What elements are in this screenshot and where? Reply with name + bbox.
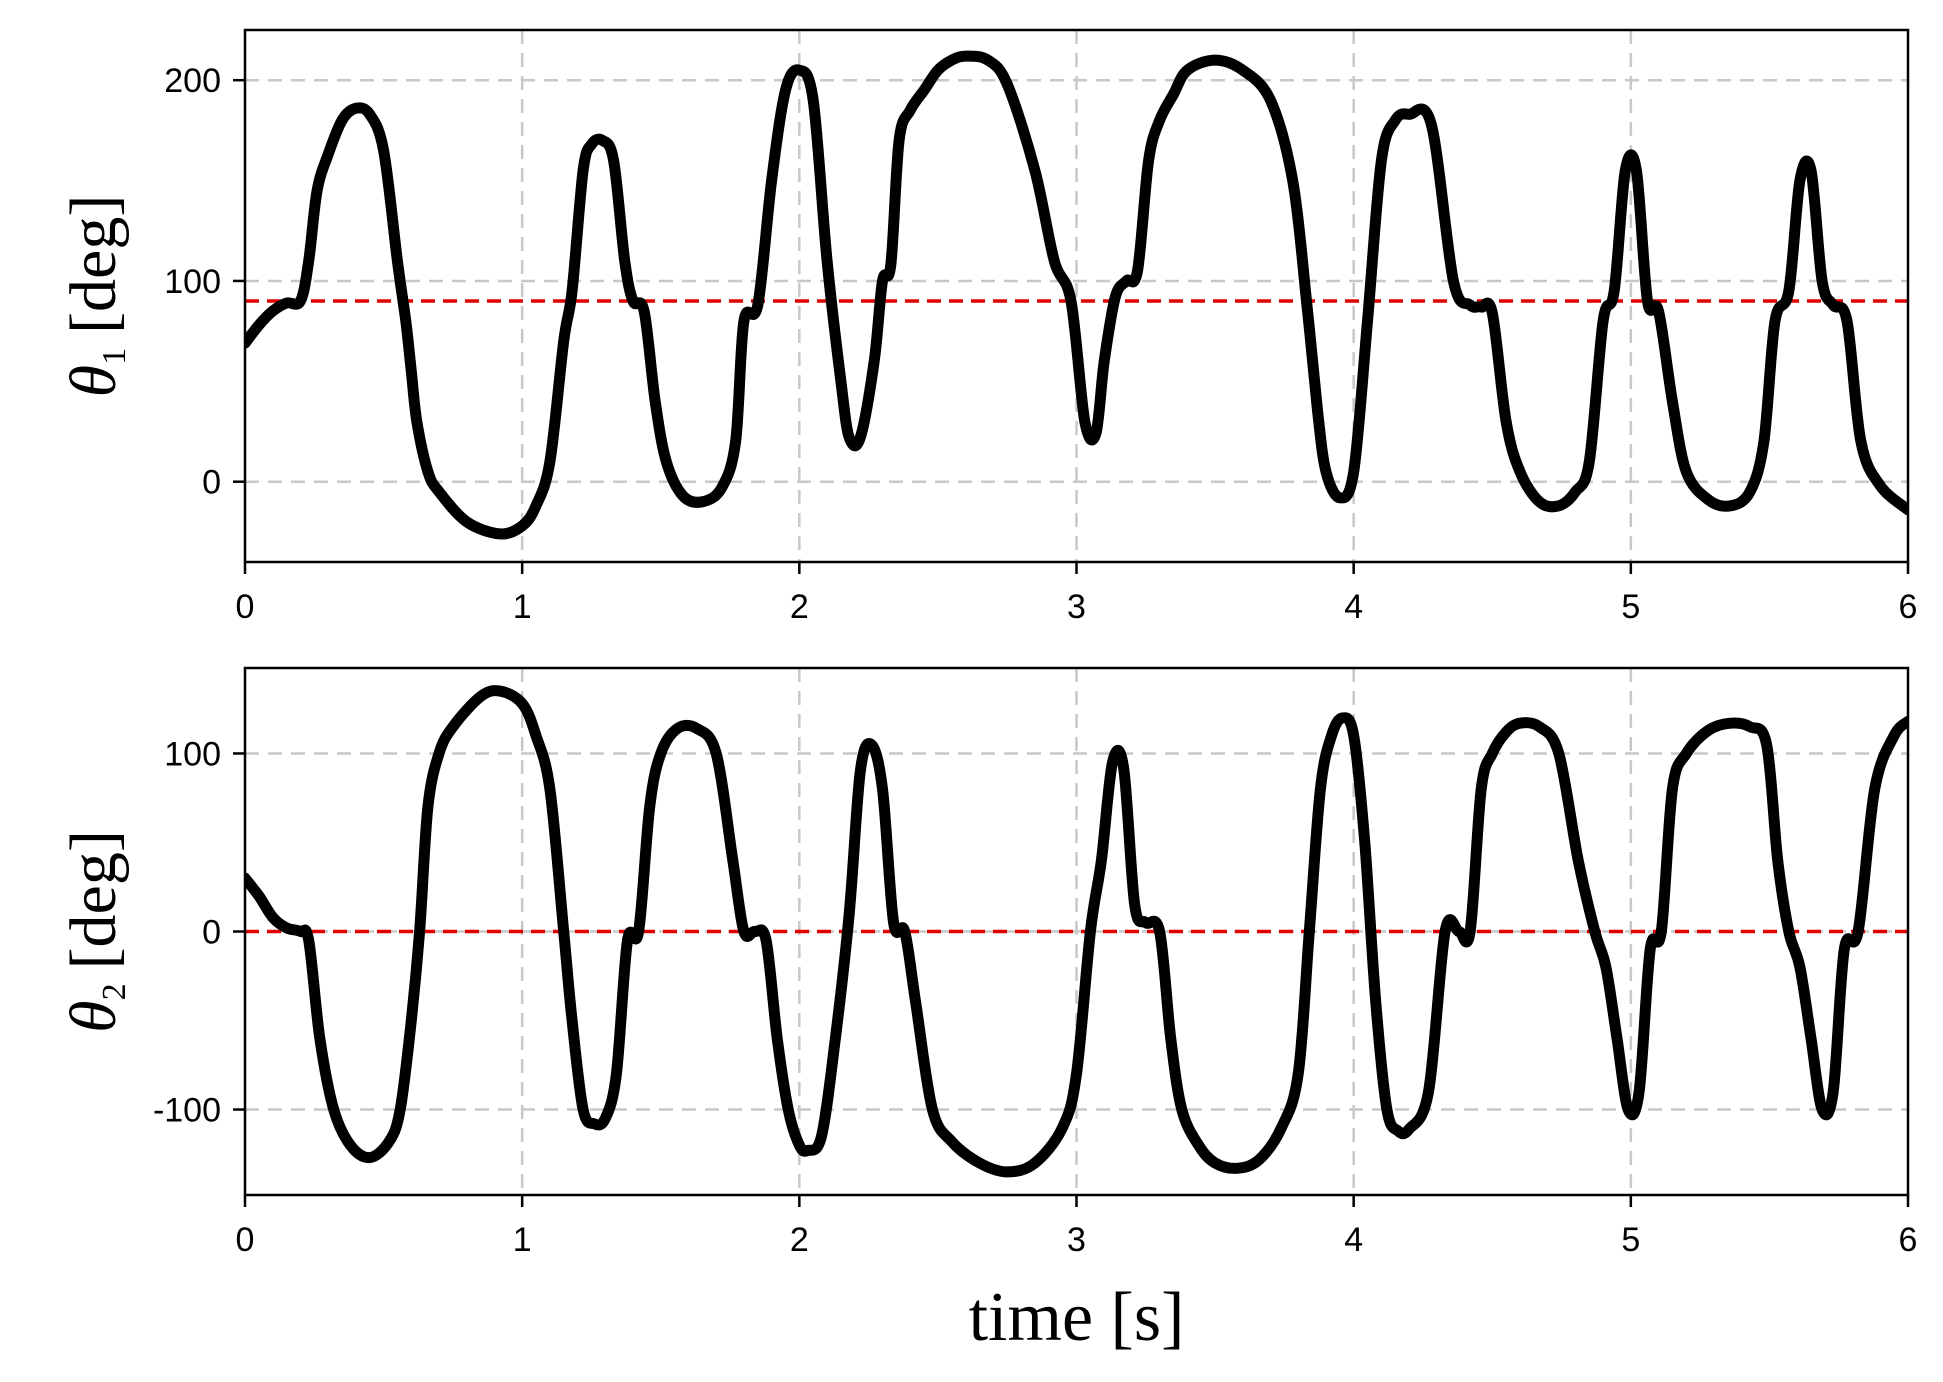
y-axis-symbol: θ (57, 365, 130, 397)
y-axis-units: [deg] (57, 830, 130, 969)
series-line-theta2 (245, 685, 1908, 1178)
x-tick-label: 5 (1621, 588, 1640, 626)
y-tick-label: 200 (164, 62, 221, 100)
x-tick-label: 0 (236, 588, 255, 626)
y-axis-subscript: 2 (96, 983, 133, 1000)
x-tick-label: 0 (236, 1221, 255, 1259)
series-line-theta1 (245, 50, 1908, 540)
y-axis-symbol: θ (57, 1000, 130, 1032)
x-tick-label: 2 (790, 588, 809, 626)
x-tick-label: 3 (1067, 1221, 1086, 1259)
x-tick-label: 3 (1067, 588, 1086, 626)
x-axis-label: time [s] (969, 1279, 1185, 1356)
x-tick-label: 6 (1899, 1221, 1918, 1259)
x-tick-label: 4 (1344, 1221, 1363, 1259)
x-tick-label: 1 (513, 588, 532, 626)
y-axis-subscript: 1 (96, 348, 133, 365)
y-tick-label: 100 (164, 735, 221, 773)
x-tick-label: 1 (513, 1221, 532, 1259)
y-axis-label: θ1 [deg] (57, 195, 133, 398)
tick-layer: 0 1 2 3 4 5 6 0 100 200 (164, 62, 1917, 626)
y-tick-label: 0 (202, 464, 221, 502)
y-axis-label: θ2 [deg] (57, 830, 133, 1033)
grid-layer (245, 30, 1908, 562)
y-tick-label: -100 (153, 1092, 221, 1130)
y-tick-label: 0 (202, 914, 221, 952)
x-tick-label: 6 (1899, 588, 1918, 626)
x-tick-label: 5 (1621, 1221, 1640, 1259)
y-tick-label: 100 (164, 263, 221, 301)
x-tick-label: 2 (790, 1221, 809, 1259)
x-tick-label: 4 (1344, 588, 1363, 626)
tick-layer: 0 1 2 3 4 5 6 -100 0 100 (153, 735, 1918, 1259)
y-axis-units: [deg] (57, 195, 130, 334)
